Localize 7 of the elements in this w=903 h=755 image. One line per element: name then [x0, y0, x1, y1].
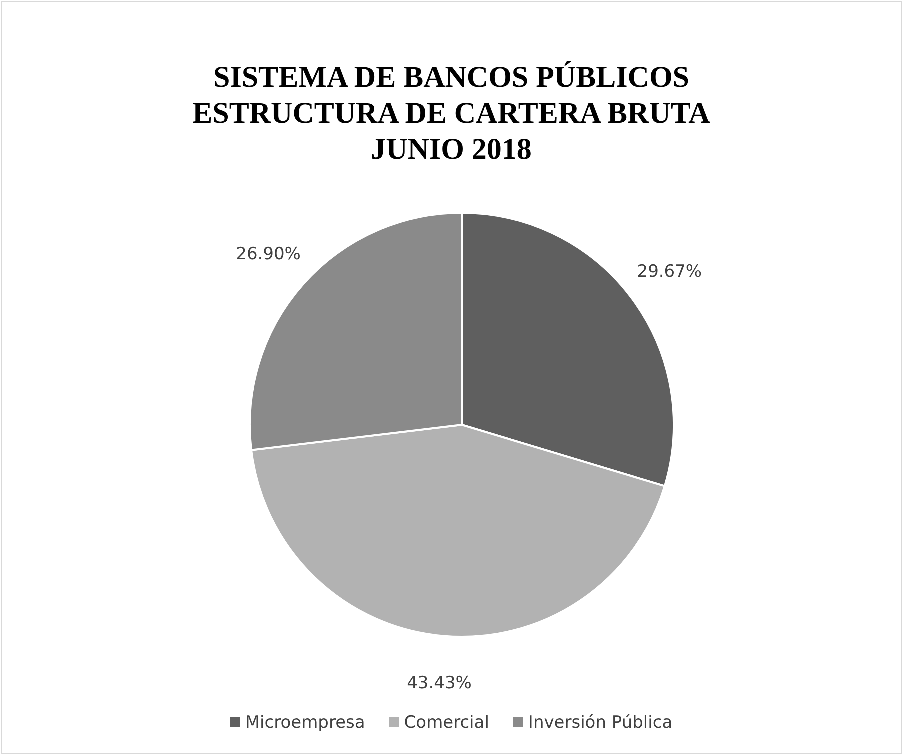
legend-label: Inversión Pública [528, 712, 673, 733]
data-label: 29.67% [637, 262, 702, 282]
data-label: 26.90% [236, 244, 301, 264]
legend-label: Microempresa [245, 712, 366, 733]
data-label: 43.43% [407, 674, 472, 694]
chart-title: SISTEMA DE BANCOS PÚBLICOS ESTRUCTURA DE CARTERA BRUTA JUNIO 2018 [192, 61, 711, 166]
legend-label: Comercial [404, 712, 490, 733]
